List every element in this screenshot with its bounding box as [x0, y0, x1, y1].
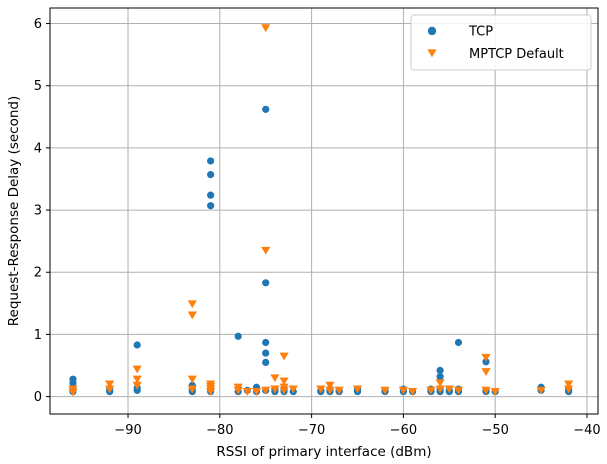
mptcp-default-data-point — [325, 381, 335, 390]
tcp-data-point — [262, 349, 270, 357]
legend: TCP MPTCP Default — [410, 14, 592, 71]
tcp-data-point — [482, 358, 490, 366]
mptcp-default-data-point — [490, 388, 500, 396]
mptcp-default-data-point — [334, 386, 344, 395]
tcp-data-point — [234, 332, 242, 340]
legend-tcp-circle-marker — [427, 26, 437, 36]
tcp-data-point — [436, 366, 444, 375]
mptcp-default-data-point — [352, 385, 363, 394]
mptcp-default-data-point — [435, 385, 445, 394]
x-tick-label: −50 — [481, 423, 508, 438]
mptcp-default-data-point — [270, 374, 280, 383]
mptcp-default-data-point — [187, 375, 197, 384]
y-tick-label: 4 — [34, 141, 42, 156]
x-tick-label: −80 — [206, 423, 233, 438]
mptcp-default-data-point — [316, 385, 326, 394]
tcp-data-point — [207, 157, 215, 165]
mptcp-default-data-point — [261, 24, 271, 33]
mptcp-default-data-point — [279, 352, 289, 361]
mptcp-default-data-point — [132, 381, 142, 390]
data-points — [68, 24, 574, 397]
x-tick-label: −60 — [390, 423, 417, 438]
mptcp-default-data-point — [279, 377, 289, 386]
mptcp-default-data-point — [426, 386, 436, 395]
legend-tcp-label: TCP — [468, 25, 493, 40]
y-tick-label: 6 — [34, 17, 42, 32]
tcp-data-point — [133, 341, 141, 349]
x-tick-label: −40 — [573, 423, 600, 438]
tcp-data-point — [207, 191, 215, 199]
legend-mptcp-triangle-marker — [427, 49, 437, 58]
y-axis-label: Request-Response Delay (second) — [6, 96, 22, 327]
tcp-data-point — [436, 373, 444, 381]
mptcp-default-data-point — [105, 380, 115, 389]
tcp-data-point — [207, 202, 215, 210]
y-tick-label: 2 — [34, 266, 42, 281]
mptcp-default-data-point — [453, 386, 464, 395]
mptcp-default-data-point — [444, 385, 454, 394]
mptcp-default-data-point — [187, 385, 197, 394]
mptcp-default-data-point — [481, 368, 491, 376]
axis-ticks: −90 −80 −70 −60 −50 −40 0 1 2 3 4 5 6 — [34, 17, 601, 438]
mptcp-default-data-point — [132, 365, 142, 374]
mptcp-default-data-point — [105, 385, 115, 394]
mptcp-default-data-point — [536, 386, 546, 395]
tcp-data-point — [262, 279, 270, 287]
tcp-series — [69, 105, 573, 396]
mptcp-default-data-point — [132, 375, 142, 384]
mptcp-default-data-point — [380, 386, 390, 395]
plot-area-frame — [49, 7, 599, 415]
mptcp-default-data-point — [261, 246, 271, 255]
mptcp-default-data-point — [233, 386, 243, 395]
y-tick-label: 1 — [34, 328, 42, 343]
mptcp-default-data-point — [251, 388, 262, 396]
x-tick-label: −90 — [114, 423, 141, 438]
mptcp-default-data-point — [242, 388, 252, 396]
mptcp-default-data-point — [68, 388, 78, 397]
mptcp-default-data-point — [187, 300, 197, 309]
legend-box — [410, 14, 592, 71]
mptcp-default-data-point — [435, 379, 445, 388]
mptcp-default-data-point — [398, 386, 409, 395]
mptcp-default-data-point — [187, 311, 197, 320]
mptcp-default-data-point — [261, 386, 271, 395]
mptcp-default-data-point — [481, 353, 491, 362]
tcp-data-point — [262, 338, 270, 347]
mptcp-default-data-point — [564, 385, 574, 394]
mptcp-default-data-point — [279, 386, 289, 395]
y-tick-label: 5 — [34, 79, 42, 94]
mptcp-default-data-point — [481, 386, 491, 395]
mptcp-default-data-point — [564, 380, 574, 389]
tcp-data-point — [454, 338, 463, 347]
legend-mptcp-default-label: MPTCP Default — [469, 47, 564, 62]
mptcp-default-data-point — [206, 388, 216, 396]
mptcp-default-data-point — [407, 388, 418, 396]
tcp-data-point — [133, 386, 141, 394]
mptcp-default-data-point — [325, 386, 335, 395]
mptcp-default-data-point — [270, 385, 280, 394]
y-tick-label: 0 — [34, 390, 42, 405]
tcp-data-point — [262, 358, 270, 366]
tcp-data-point — [262, 105, 270, 113]
y-tick-label: 3 — [34, 204, 42, 219]
mptcp-default-series — [68, 24, 574, 397]
x-axis-label: RSSI of primary interface (dBm) — [216, 444, 431, 460]
tcp-data-point — [207, 171, 215, 179]
x-tick-label: −70 — [298, 423, 325, 438]
mptcp-default-data-point — [288, 385, 298, 394]
